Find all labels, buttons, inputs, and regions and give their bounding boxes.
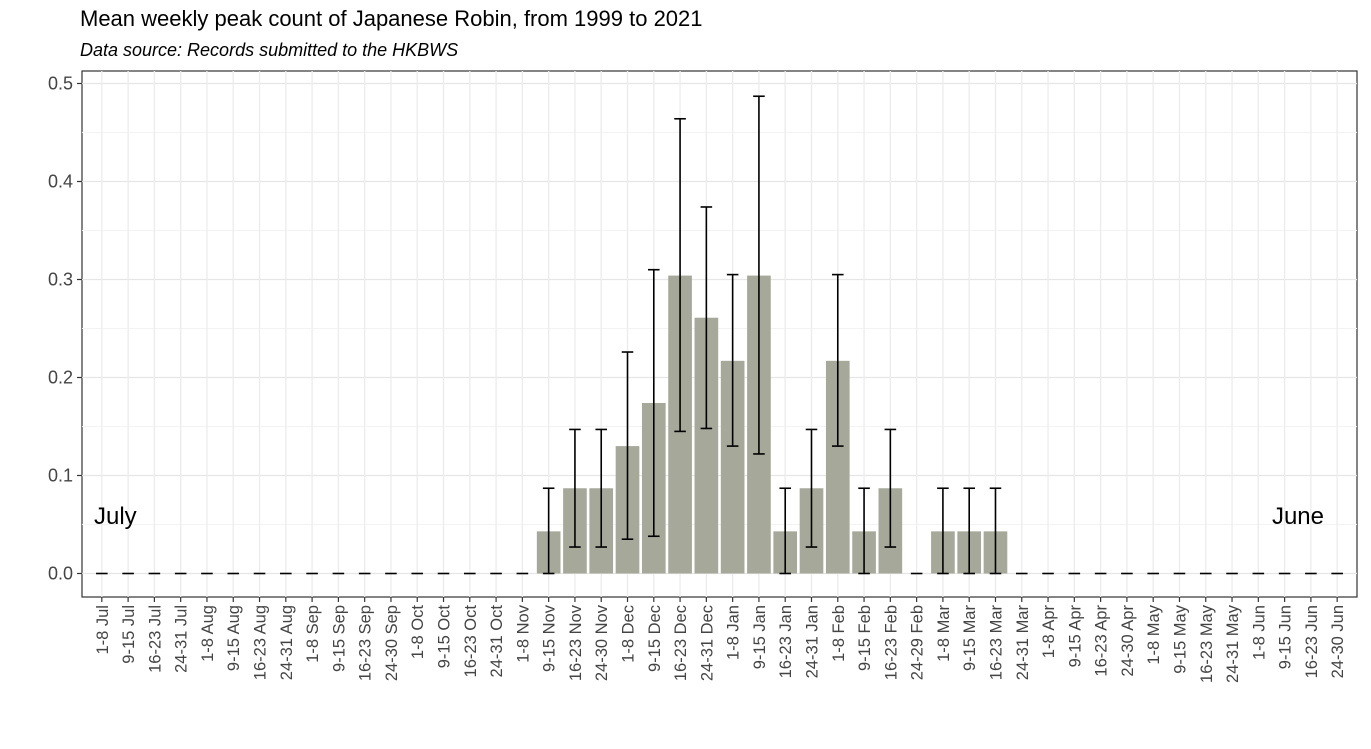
grid-minor — [82, 132, 1357, 525]
x-tick-label: 9-15 Mar — [961, 605, 979, 672]
x-tick-label: 9-15 Feb — [856, 605, 874, 671]
x-tick-label: 9-15 Aug — [225, 605, 243, 671]
x-tick-label: 9-15 May — [1171, 604, 1189, 674]
y-tick-label: 0.5 — [48, 74, 73, 94]
x-tick-label: 9-15 Nov — [541, 604, 559, 672]
x-tick-label: 9-15 Sep — [330, 605, 348, 672]
bar — [825, 360, 850, 574]
x-tick-label: 1-8 Sep — [304, 605, 322, 663]
x-tick-label: 16-23 Mar — [987, 604, 1005, 680]
y-tick-label: 0.4 — [48, 172, 73, 192]
x-tick-label: 1-8 Jun — [1250, 605, 1268, 660]
x-tick-label: 24-31 Oct — [488, 605, 506, 678]
x-tick-label: 1-8 May — [1145, 604, 1163, 664]
x-axis: 1-8 Jul 9-15 Jul 16-23 Jul 24-31 Jul 1-8 Aug… — [94, 597, 1347, 683]
annotation-june: June — [1272, 503, 1324, 530]
x-tick-label: 24-29 Feb — [909, 605, 927, 680]
x-tick-label: 16-23 Sep — [357, 605, 375, 681]
x-tick-label: 1-8 Apr — [1040, 604, 1058, 658]
chart-title: Mean weekly peak count of Japanese Robin… — [80, 6, 703, 31]
x-tick-label: 24-31 Jul — [173, 605, 191, 673]
error-bars — [96, 95, 1343, 575]
x-tick-label: 1-8 Mar — [935, 605, 953, 662]
x-tick-label: 24-30 Jun — [1329, 605, 1347, 678]
x-tick-label: 24-30 Sep — [383, 605, 401, 681]
x-tick-label: 9-15 Apr — [1066, 604, 1084, 667]
x-tick-label: 24-30 Apr — [1119, 605, 1137, 677]
x-tick-label: 16-23 Apr — [1093, 605, 1111, 677]
bar — [694, 317, 719, 574]
annotation-july: July — [94, 503, 137, 530]
x-tick-label: 9-15 Jun — [1277, 605, 1295, 669]
y-tick-label: 0.1 — [48, 466, 73, 486]
y-tick-label: 0.3 — [48, 270, 73, 290]
x-tick-label: 9-15 Jul — [120, 605, 138, 664]
bar — [720, 360, 745, 574]
chart-subtitle: Data source: Records submitted to the HK… — [80, 40, 459, 60]
x-tick-label: 1-8 Aug — [199, 605, 217, 662]
x-tick-label: 1-8 Dec — [620, 605, 638, 663]
x-tick-label: 16-23 Feb — [882, 605, 900, 680]
y-tick-label: 0.2 — [48, 368, 73, 388]
x-tick-label: 16-23 Aug — [252, 605, 270, 680]
x-tick-label: 24-30 Nov — [593, 604, 611, 681]
x-tick-label: 1-8 Feb — [830, 605, 848, 662]
x-tick-label: 16-23 Jun — [1303, 605, 1321, 678]
x-tick-label: 1-8 Oct — [409, 605, 427, 660]
x-tick-label: 16-23 Jan — [777, 605, 795, 678]
x-tick-label: 24-31 Dec — [698, 605, 716, 681]
x-tick-label: 9-15 Dec — [646, 605, 664, 672]
y-axis: 0.0 0.1 0.2 0.3 0.4 0.5 — [48, 74, 82, 584]
x-tick-label: 1-8 Jul — [94, 605, 112, 655]
x-tick-label: 24-31 Aug — [278, 605, 296, 680]
x-tick-label: 9-15 Jan — [751, 605, 769, 669]
plot-panel — [81, 70, 1358, 598]
x-tick-label: 16-23 May — [1198, 604, 1216, 683]
x-tick-label: 24-31 Jan — [803, 605, 821, 678]
x-tick-label: 16-23 Nov — [567, 604, 585, 681]
x-tick-label: 16-23 Dec — [672, 605, 690, 681]
x-tick-label: 9-15 Oct — [436, 605, 454, 669]
x-tick-label: 1-8 Jan — [725, 605, 743, 660]
y-tick-label: 0.0 — [48, 564, 73, 584]
x-tick-label: 1-8 Nov — [514, 604, 532, 663]
x-tick-label: 16-23 Oct — [462, 605, 480, 678]
x-tick-label: 24-31 Mar — [1014, 604, 1032, 680]
x-tick-label: 16-23 Jul — [146, 605, 164, 673]
x-tick-label: 24-31 May — [1224, 604, 1242, 683]
